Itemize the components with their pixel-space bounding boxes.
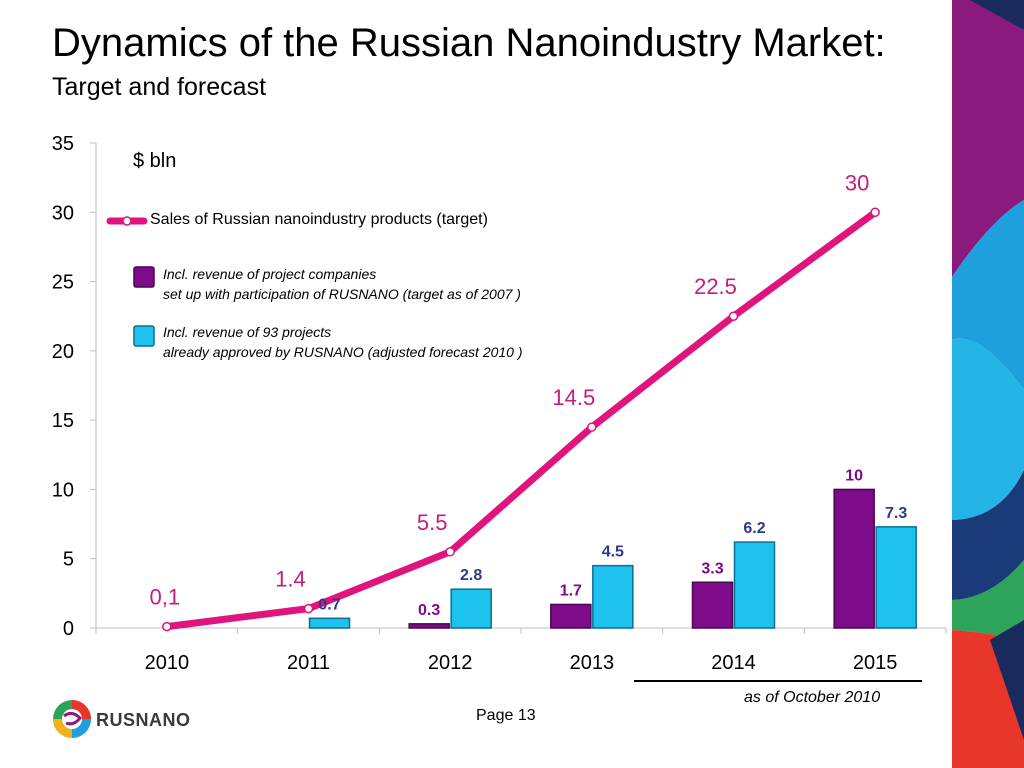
bar-purple [691,581,734,629]
y-tick-label: 30 [52,202,74,224]
line-point [445,547,455,557]
legend-purple-swatch [133,266,155,288]
line-point-label: 1.4 [275,567,306,592]
bar-purple-label: 1.7 [560,582,582,599]
legend-line-marker [122,216,132,226]
y-tick-label: 0 [63,618,74,640]
y-tick-label: 15 [52,410,74,432]
bar-purple-label: 10 [845,467,863,484]
line-series-path [163,208,879,631]
bar-purple-label: 0.3 [418,602,440,619]
bar-cyan-label: 4.5 [602,544,624,561]
bar-purple [550,603,592,629]
legend-cyan-label: Incl. revenue of 93 projects already app… [163,322,523,362]
bar-cyan [308,617,351,629]
x-tick-label: 2015 [853,652,898,674]
legend-purple-label: Incl. revenue of project companies set u… [163,264,521,304]
bar-cyan [875,526,917,629]
bar-cyan-label: 0.7 [318,596,340,613]
legend-line-label: Sales of Russian nanoindustry products (… [150,211,488,228]
x-tick-label: 2012 [428,652,473,674]
legend-purple-line1: Incl. revenue of project companies [163,266,377,282]
line-point-label: 22.5 [694,274,737,299]
line-point-label: 14.5 [552,385,595,410]
bar-cyan [592,564,634,629]
line-point-label: 30 [845,170,869,195]
rusnano-logo-icon [53,700,91,738]
slide-subtitle: Target and forecast [52,73,267,101]
line-point [870,207,880,218]
line-point [728,311,739,321]
side-decoration [950,0,1024,768]
line-point [162,621,172,632]
legend-cyan-line1: Incl. revenue of 93 projects [163,324,332,340]
bar-cyan-label: 6.2 [743,520,765,537]
legend-cyan-swatch [133,325,155,347]
slide-title: Dynamics of the Russian Nanoindustry Mar… [52,21,886,65]
legend-purple-line2: set up with participation of RUSNANO (ta… [163,286,521,302]
line-point-label: 0,1 [150,585,181,610]
logo-text: RUSNANO [96,710,191,730]
y-tick-label: 5 [63,549,74,571]
y-tick-label: 20 [52,341,74,363]
bar-cyan [450,588,492,629]
line-point-label: 5.5 [417,510,448,535]
x-tick-label: 2011 [287,652,330,674]
as-of-note: as of October 2010 [744,689,881,706]
x-tick-label: 2013 [570,652,615,674]
x-tick-label: 2010 [145,652,190,674]
bar-cyan-label: 7.3 [885,505,907,522]
y-tick-label: 25 [52,272,74,294]
bar-cyan-label: 2.8 [460,567,482,584]
unit-label: $ bln [133,150,177,172]
y-tick-label: 35 [52,133,74,155]
bar-cyan [733,541,776,629]
line-point [587,422,597,432]
y-tick-label: 10 [52,479,74,501]
page-number: Page 13 [476,707,536,724]
as-of-rule [634,680,922,682]
legend-cyan-line2: already approved by RUSNANO (adjusted fo… [163,344,523,360]
bar-purple [833,488,875,629]
line-point [303,603,314,614]
bar-purple [408,623,450,629]
x-tick-label: 2014 [711,652,756,674]
bar-purple-label: 3.3 [701,560,723,577]
